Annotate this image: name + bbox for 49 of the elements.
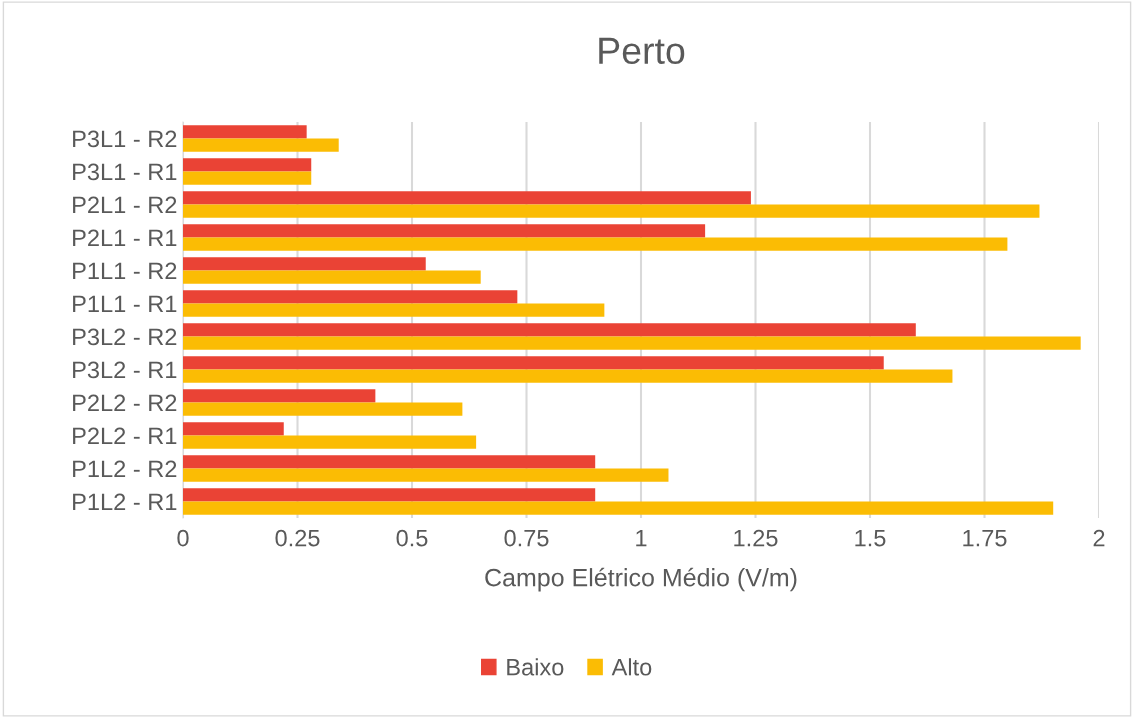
bar [183,369,953,383]
x-tick-label: 0 [177,529,189,547]
x-tick-label: 0.5 [396,529,428,547]
bar [183,455,596,469]
bar [183,257,426,271]
bar [183,204,1040,218]
bar [183,290,518,304]
bar [183,138,339,152]
x-tick-label: 2 [1093,529,1105,547]
bar [183,323,916,337]
bar [183,270,481,284]
chart-title: Perto [599,37,685,65]
y-tick-label: P3L1 - R1 [73,163,177,181]
legend-label: Alto [611,658,652,676]
legend-label: Baixo [507,658,564,676]
y-tick-label: P2L2 - R1 [73,427,177,445]
bar [183,501,1054,515]
x-tick-label: 1.25 [734,529,778,547]
x-axis-title: Campo Elétrico Médio (V/m) [485,567,797,592]
x-tick-label: 1.75 [963,529,1007,547]
x-tick-label: 1 [636,529,647,547]
x-tick-label: 0.75 [504,529,549,547]
bar [183,158,312,172]
bar [183,488,596,502]
y-tick-label: P1L1 - R2 [73,262,177,280]
bar [183,356,884,370]
bar [183,389,376,403]
y-tick-label: P3L2 - R1 [73,361,177,379]
x-tick-label: 0.25 [275,529,320,547]
bar [183,125,307,139]
y-tick-label: P3L1 - R2 [73,130,177,148]
bar [183,336,1081,350]
x-tick-label: 1.5 [855,529,886,547]
y-tick-label: P3L2 - R2 [73,328,177,346]
y-tick-label: P2L1 - R2 [73,196,177,214]
bar [183,191,751,205]
bar [183,422,284,436]
y-tick-label: P1L2 - R2 [73,460,177,478]
y-tick-label: P1L2 - R1 [73,493,177,511]
y-tick-label: P1L1 - R1 [73,295,177,313]
bar [183,468,669,482]
y-tick-label: P2L1 - R1 [73,229,177,247]
bar [183,435,477,449]
bar [183,224,706,238]
bar [183,171,312,185]
bar [183,303,605,317]
bar [183,402,463,416]
bar [183,237,1008,251]
y-tick-label: P2L2 - R2 [73,394,177,412]
